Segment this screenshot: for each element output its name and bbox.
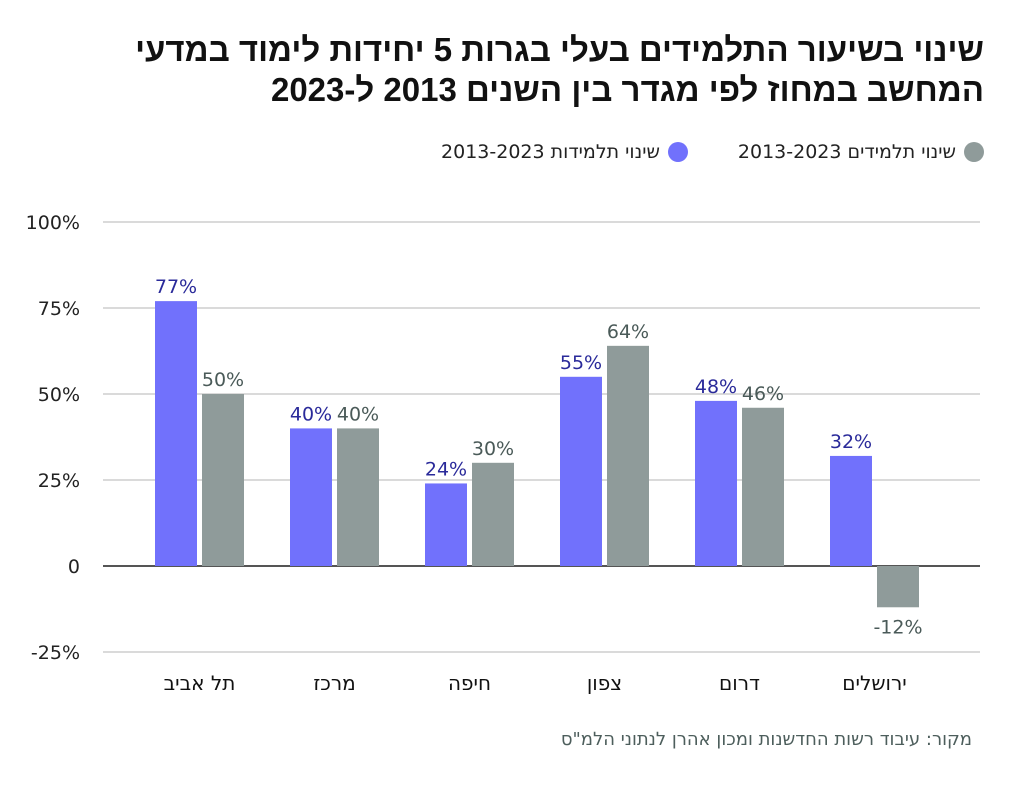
data-label: 46% [742, 383, 784, 405]
legend-swatch-female [667, 142, 688, 162]
bar-male [607, 345, 649, 566]
data-label: 48% [695, 376, 737, 398]
legend: שינוי תלמידים 2013-2023 שינוי תלמידות 20… [441, 141, 984, 163]
y-tick-label: -25% [31, 642, 80, 664]
bar-female [695, 400, 737, 566]
bar-female [155, 301, 197, 566]
bar-male [202, 394, 244, 566]
legend-item-male: שינוי תלמידים 2013-2023 [738, 141, 984, 163]
legend-swatch-male [964, 142, 984, 162]
data-label: -12% [873, 616, 922, 638]
data-label: 30% [472, 438, 514, 460]
bar-male [742, 407, 784, 566]
x-tick-label: תל אביב [164, 671, 236, 695]
data-label: 40% [337, 403, 379, 425]
data-label: 55% [560, 352, 602, 374]
source-note: מקור: עיבוד רשות החדשנות ומכון אהרן לנתו… [560, 729, 972, 750]
x-tick-label: דרום [719, 671, 760, 695]
x-tick-label: ירושלים [842, 671, 907, 695]
data-label: 64% [607, 321, 649, 343]
chart-title: שינוי בשיעור התלמידים בעלי בגרות 5 יחידו… [24, 30, 984, 110]
bar-female [290, 428, 332, 566]
bar-male [337, 428, 379, 566]
data-label: 77% [155, 276, 197, 298]
bar-female [425, 483, 467, 566]
x-tick-label: צפון [587, 671, 622, 695]
y-tick-label: 0 [68, 556, 80, 578]
x-tick-label: חיפה [448, 671, 491, 695]
chart-title-line-2: המחשב במחוז לפי מגדר בין השנים 2013 ל-20… [270, 71, 984, 108]
chart-title-line-1: שינוי בשיעור התלמידים בעלי בגרות 5 יחידו… [135, 31, 984, 68]
bar-female [560, 376, 602, 566]
legend-label-female: שינוי תלמידות 2013-2023 [441, 141, 660, 163]
bar-male [877, 566, 919, 608]
x-tick-label: מרכז [313, 671, 355, 695]
bar-female [830, 455, 872, 566]
y-tick-label: 100% [26, 212, 80, 234]
legend-item-female: שינוי תלמידות 2013-2023 [441, 141, 688, 163]
y-tick-label: 75% [38, 298, 80, 320]
data-label: 32% [830, 431, 872, 453]
data-label: 50% [202, 369, 244, 391]
y-tick-label: 50% [38, 384, 80, 406]
y-tick-label: 25% [38, 470, 80, 492]
bar-male [472, 462, 514, 566]
legend-label-male: שינוי תלמידים 2013-2023 [737, 141, 956, 163]
data-label: 24% [425, 458, 467, 480]
data-label: 40% [290, 403, 332, 425]
